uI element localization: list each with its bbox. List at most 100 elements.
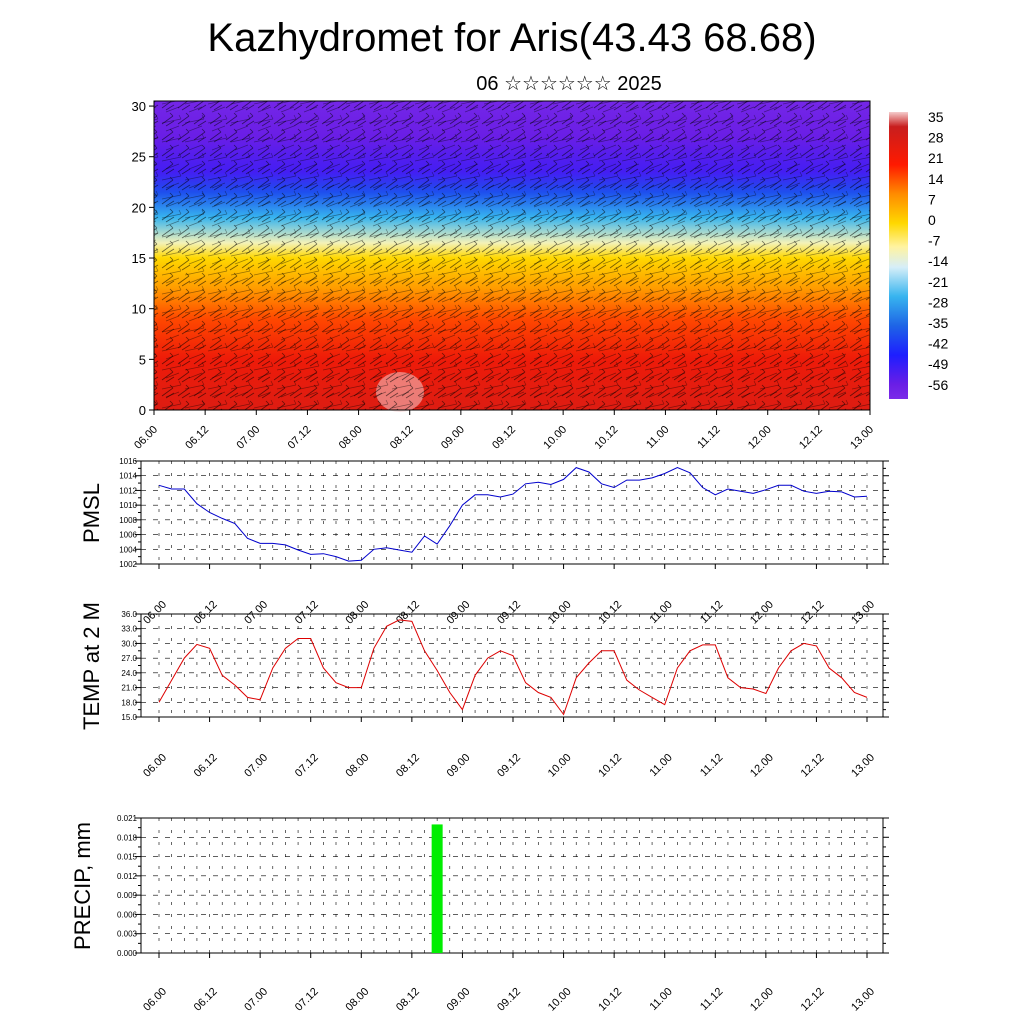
temp-x-tick-label: 11.12 (698, 752, 725, 779)
pmsl-series (158, 467, 868, 562)
heat-x-axis: 06.00 06.12 07.00 07.12 08.00 08.12 09.00 09.12… (132, 410, 876, 452)
colorbar: 35 28 21 14 7 0 -7 -14 -21 -28 -35 -42 -49 -56 (889, 109, 948, 399)
precip-grid (141, 817, 883, 954)
pmsl-y-tick-label: 1002 (119, 560, 137, 569)
temp-x-tick-label: 13.00 (849, 752, 877, 780)
heat-y-tick-label: 0 (139, 403, 146, 418)
pmsl-y-tick-label: 1016 (119, 457, 137, 466)
temp-x-tick-label: 08.00 (343, 752, 371, 780)
pmsl-x-axis: 06.00 06.12 07.00 07.12 08.00 08.12 09.00 09.12… (141, 564, 877, 627)
precip-x-tick-label: 09.12 (495, 986, 523, 1014)
precip-x-tick-label: 10.00 (546, 986, 574, 1014)
heat-x-tick-label: 10.12 (592, 424, 620, 452)
pmsl-grid (141, 460, 883, 565)
temp-x-axis: 06.00 06.12 07.00 07.12 08.00 08.12 09.00 09.12… (141, 717, 877, 780)
temp-x-tick-label: 07.00 (242, 752, 270, 780)
precip-x-tick-label: 07.12 (293, 986, 321, 1014)
temp-x-tick-label: 07.12 (293, 752, 321, 780)
precip-x-tick-label: 09.00 (445, 986, 473, 1014)
temp-y-tick-label: 21.0 (121, 684, 137, 693)
temp-y-label: TEMP at 2 M (79, 602, 104, 730)
colorbar-label: -42 (928, 336, 948, 352)
pmsl-y-axis: 1002 1004 1006 1008 1010 1012 1014 1016 (119, 457, 889, 569)
heat-x-tick-label: 07.00 (234, 424, 262, 452)
heat-x-tick-label: 07.12 (286, 424, 314, 452)
precip-x-tick-label: 11.00 (647, 986, 674, 1013)
temp-series (158, 619, 868, 716)
precip-x-tick-label: 06.00 (141, 986, 169, 1014)
heat-x-tick-label: 06.12 (183, 424, 211, 452)
precip-x-tick-label: 12.00 (748, 986, 776, 1014)
precip-y-label: PRECIP, mm (70, 822, 95, 950)
heat-x-tick-label: 09.12 (490, 424, 518, 452)
wind-barbs-layer-2 (154, 101, 870, 410)
pmsl-x-tick-label: 11.12 (698, 599, 725, 626)
temp-x-tick-label: 08.12 (394, 752, 422, 780)
pmsl-y-tick-label: 1004 (119, 545, 137, 554)
pmsl-x-tick-label: 10.12 (596, 599, 624, 627)
temp-panel: 15.018.021.024.027.030.033.036.0 06.00 06… (79, 602, 889, 780)
heat-y-tick-label: 30 (132, 99, 146, 114)
precip-x-tick-label: 12.12 (799, 986, 827, 1014)
pmsl-frame (140, 460, 884, 565)
precip-x-tick-label: 08.12 (394, 986, 422, 1014)
heat-x-tick-label: 11.00 (644, 424, 671, 451)
temp-x-tick-label: 10.12 (596, 752, 624, 780)
colorbar-label: 28 (928, 130, 944, 146)
precip-frame (140, 817, 884, 954)
precip-x-tick-label: 07.00 (242, 986, 270, 1014)
pmsl-y-label: PMSL (79, 483, 104, 543)
temp-frame (140, 613, 884, 718)
temp-y-tick-label: 15.0 (121, 713, 137, 722)
temp-y-tick-label: 24.0 (121, 669, 137, 678)
page-subtitle: 06 ☆☆☆☆☆☆ 2025 (476, 73, 662, 95)
precip-y-tick-label: 0.006 (117, 910, 138, 919)
colorbar-labels: 35 28 21 14 7 0 -7 -14 -21 -28 -35 -42 -49 -56 (928, 109, 948, 393)
temp-y-axis: 15.0 18.0 21.0 24.0 27.0 30.0 33.0 36.0 (121, 610, 889, 722)
heat-x-tick-label: 11.12 (695, 424, 722, 451)
colorbar-label: -21 (928, 274, 948, 290)
colorbar-label: -7 (928, 233, 941, 249)
precip-series (431, 824, 443, 953)
colorbar-label: 14 (928, 171, 944, 187)
heat-x-tick-label: 06.00 (132, 424, 160, 452)
pmsl-y-tick-label: 1006 (119, 531, 137, 540)
temp-x-tick-label: 11.00 (647, 752, 674, 779)
temp-grid (141, 613, 883, 718)
heat-x-tick-label: 08.12 (388, 424, 416, 452)
precip-x-tick-label: 06.12 (192, 986, 220, 1014)
colorbar-label: -49 (928, 356, 948, 372)
heat-y-tick-label: 20 (132, 200, 146, 215)
pmsl-line (158, 467, 868, 562)
precip-bar (431, 824, 443, 953)
heat-x-tick-label: 10.00 (541, 424, 569, 452)
precip-y-tick-label: 0.012 (117, 872, 138, 881)
colorbar-label: 0 (928, 212, 936, 228)
pmsl-x-tick-label: 09.12 (495, 599, 523, 627)
heat-x-tick-label: 09.00 (439, 424, 467, 452)
colorbar-label: -28 (928, 294, 948, 310)
temp-y-tick-label: 27.0 (121, 654, 137, 663)
heat-y-tick-label: 10 (132, 302, 146, 317)
precip-x-tick-label: 10.12 (596, 986, 624, 1014)
pmsl-x-tick-label: 10.00 (546, 599, 574, 627)
pmsl-x-tick-label: 12.12 (799, 599, 827, 627)
temp-x-tick-label: 06.12 (192, 752, 220, 780)
pmsl-x-tick-label: 06.12 (192, 599, 220, 627)
heat-x-tick-label: 12.00 (746, 424, 774, 452)
temp-line (158, 619, 868, 716)
colorbar-label: 35 (928, 109, 944, 125)
pmsl-x-tick-label: 08.12 (394, 599, 422, 627)
pmsl-x-tick-label: 08.00 (343, 599, 371, 627)
pmsl-x-tick-label: 11.00 (647, 599, 674, 626)
precip-y-tick-label: 0.009 (117, 891, 138, 900)
temp-x-tick-label: 12.00 (748, 752, 776, 780)
precip-x-tick-label: 08.00 (343, 986, 371, 1014)
pmsl-x-tick-label: 07.00 (242, 599, 270, 627)
precip-y-tick-label: 0.018 (117, 833, 138, 842)
colorbar-label: 21 (928, 150, 944, 166)
heat-y-axis: 0 5 10 15 20 25 30 (132, 99, 154, 418)
heat-y-tick-label: 25 (132, 150, 146, 165)
precip-x-tick-label: 13.00 (849, 986, 877, 1014)
